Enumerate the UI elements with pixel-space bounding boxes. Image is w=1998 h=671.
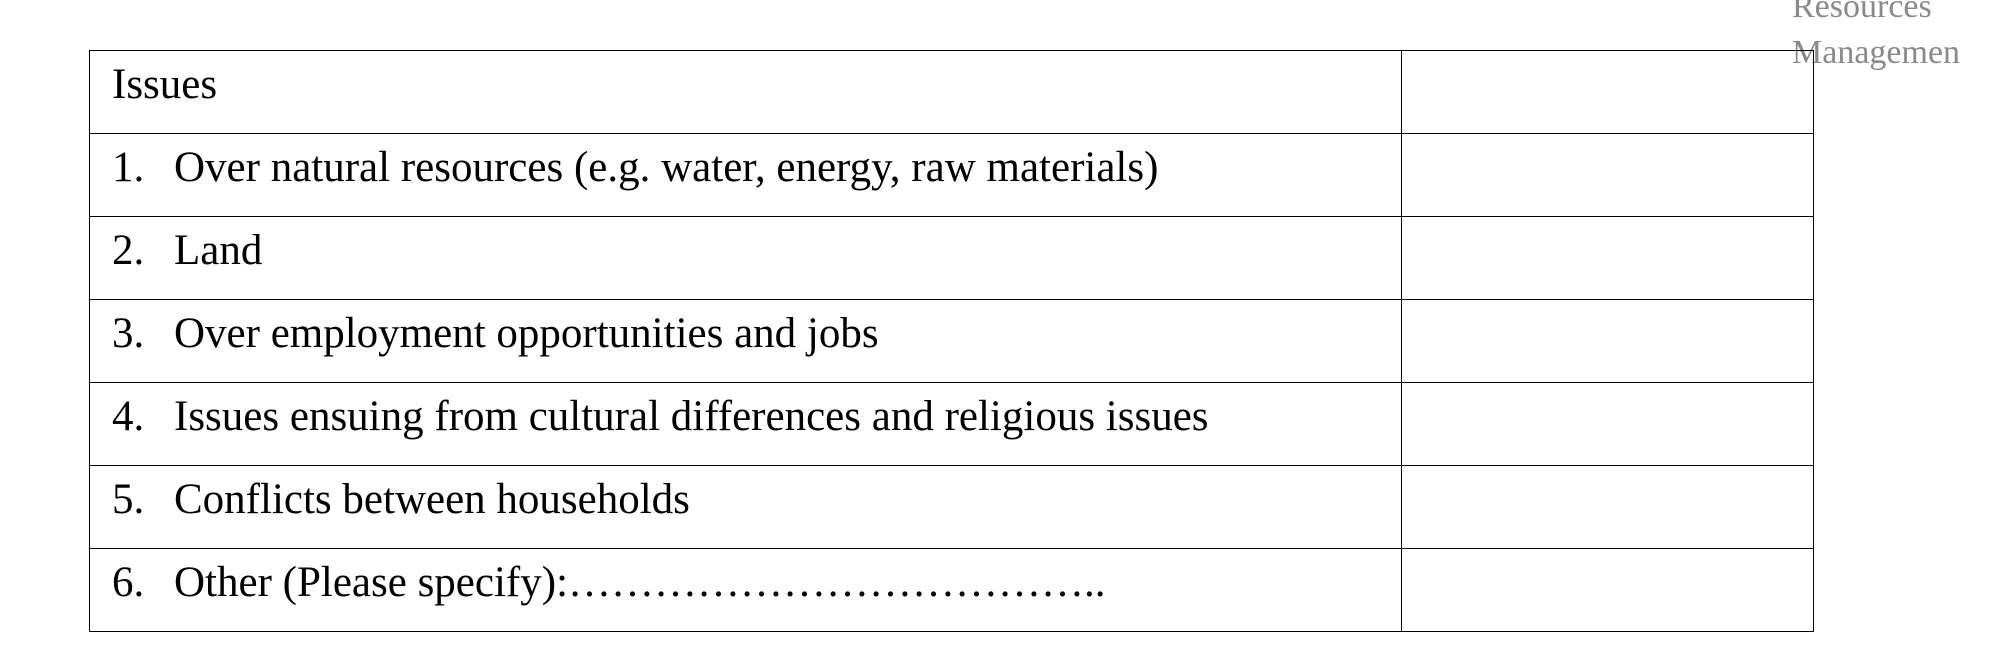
item-number: 4. — [112, 393, 145, 440]
margin-line: Managemen — [1792, 34, 1961, 71]
issue-cell: 2. Land — [89, 216, 1402, 300]
header-cell: Issues — [89, 50, 1402, 134]
item-number: 5. — [112, 476, 145, 523]
item-text: Other (Please specify):……………………………….. — [174, 559, 1106, 606]
header-row: Issues — [89, 50, 1814, 134]
empty-cell — [1401, 50, 1814, 134]
item-number: 6. — [112, 559, 145, 606]
item-text: Issues ensuing from cultural differences… — [174, 393, 1209, 440]
table-row: 6. Other (Please specify):……………………………….. — [89, 548, 1814, 632]
item-number: 2. — [112, 227, 145, 274]
table-row: 2. Land — [89, 216, 1814, 300]
empty-cell — [1401, 548, 1814, 632]
item-text: Land — [174, 227, 263, 274]
table-row: 1. Over natural resources (e.g. water, en… — [89, 133, 1814, 217]
issues-table: Issues 1. Over natural resources (e.g. wa… — [89, 50, 1814, 632]
item-number: 1. — [112, 144, 145, 191]
empty-cell — [1401, 299, 1814, 383]
empty-cell — [1401, 382, 1814, 466]
empty-cell — [1401, 216, 1814, 300]
item-number: 3. — [112, 310, 145, 357]
item-text: Over employment opportunities and jobs — [174, 310, 879, 357]
issue-cell: 6. Other (Please specify):……………………………….. — [89, 548, 1402, 632]
margin-note: Resources Managemen — [1792, 0, 1960, 76]
item-text: Over natural resources (e.g. water, ener… — [174, 144, 1159, 191]
table-row: 3. Over employment opportunities and jobs — [89, 299, 1814, 383]
margin-line: Resources — [1792, 0, 1932, 25]
issue-cell: 5. Conflicts between households — [89, 465, 1402, 549]
empty-cell — [1401, 465, 1814, 549]
table-row: 4. Issues ensuing from cultural differenc… — [89, 382, 1814, 466]
empty-cell — [1401, 133, 1814, 217]
table-row: 5. Conflicts between households — [89, 465, 1814, 549]
issue-cell: 1. Over natural resources (e.g. water, en… — [89, 133, 1402, 217]
item-text: Conflicts between households — [174, 476, 690, 523]
issue-cell: 3. Over employment opportunities and jobs — [89, 299, 1402, 383]
issue-cell: 4. Issues ensuing from cultural differenc… — [89, 382, 1402, 466]
